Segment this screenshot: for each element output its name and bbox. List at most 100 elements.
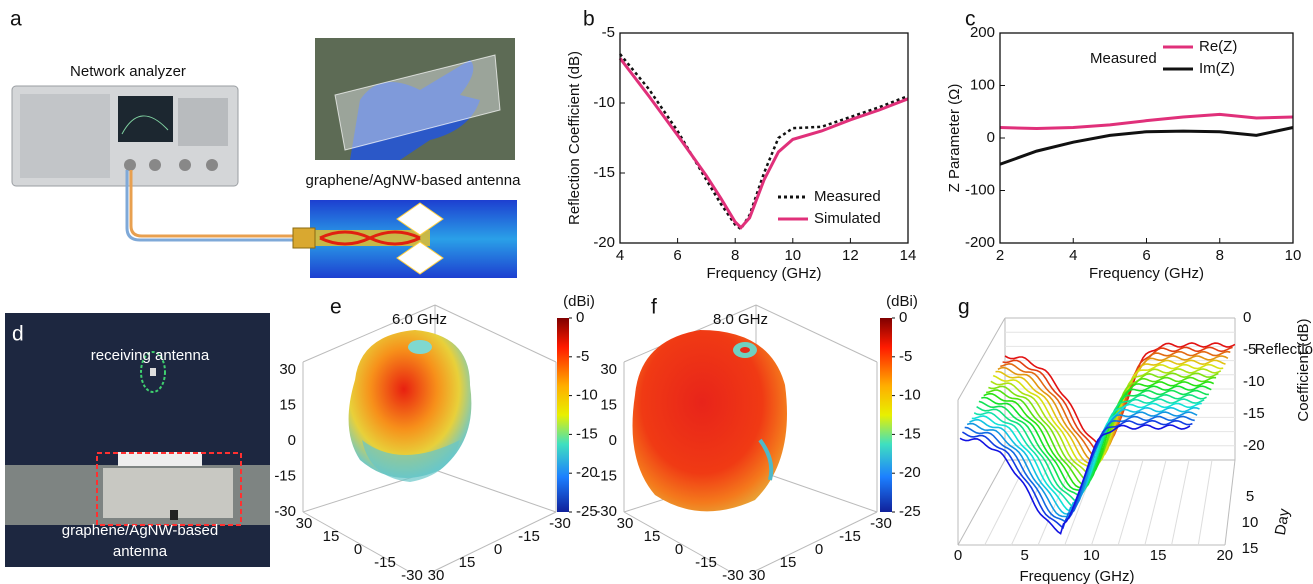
x-tick-label: 0 bbox=[954, 547, 962, 564]
y-axis-label: Day bbox=[1272, 507, 1293, 537]
x-tick-label: 2 bbox=[996, 247, 1004, 264]
box-edge bbox=[957, 317, 1006, 401]
x-tick-label: 6 bbox=[673, 247, 681, 264]
floor-grid bbox=[1144, 459, 1167, 546]
waterfall-curve bbox=[990, 368, 1222, 479]
x-tick-label: 15 bbox=[1150, 547, 1167, 564]
panel-label: e bbox=[330, 296, 342, 319]
screen-trace bbox=[121, 115, 169, 135]
y-axis-label: Reflection Coefficient (dB) bbox=[566, 51, 583, 225]
x-tick-label: 15 bbox=[323, 528, 340, 545]
pattern-shade bbox=[362, 440, 460, 482]
y-tick-label: -200 bbox=[965, 234, 995, 251]
pattern-f bbox=[632, 330, 787, 512]
x-tick-label: 30 bbox=[296, 515, 313, 532]
analyzer-keys bbox=[178, 98, 228, 146]
x-tick-label: 6 bbox=[1142, 247, 1150, 264]
port bbox=[124, 159, 136, 171]
colorbar-tick-label: -5 bbox=[899, 348, 912, 365]
y-tick-label: -5 bbox=[602, 24, 615, 41]
x-tick-label: -15 bbox=[695, 554, 717, 571]
waterfall-curve bbox=[995, 359, 1226, 467]
panel-label: b bbox=[583, 8, 595, 31]
waterfall-curve bbox=[969, 406, 1200, 515]
colorbar-tick-label: -15 bbox=[899, 425, 921, 442]
x-tick-label: -15 bbox=[374, 554, 396, 571]
x-tick-label: 4 bbox=[1069, 247, 1077, 264]
box-edge bbox=[434, 304, 557, 363]
colorbar bbox=[557, 318, 569, 512]
receiver-label: receiving antenna bbox=[91, 347, 210, 364]
series-line bbox=[618, 57, 909, 230]
x-tick-label: -30 bbox=[722, 567, 744, 584]
y-tick-label: 100 bbox=[970, 76, 995, 93]
box-edge bbox=[623, 511, 732, 573]
z-tick-label: 15 bbox=[279, 396, 296, 413]
antenna-patch bbox=[396, 202, 444, 236]
z-tick-label: 30 bbox=[600, 361, 617, 378]
x-tick-label: 10 bbox=[1285, 247, 1302, 264]
z-tick-label: -10 bbox=[1243, 373, 1265, 390]
box-edge bbox=[1224, 459, 1236, 546]
panel-label: d bbox=[12, 323, 24, 346]
antenna-patch bbox=[396, 241, 444, 275]
legend-label: Re(Z) bbox=[1199, 38, 1237, 55]
port bbox=[179, 159, 191, 171]
plot-frame bbox=[999, 32, 1294, 244]
port bbox=[149, 159, 161, 171]
panel-label: c bbox=[965, 8, 976, 31]
y-tick-label: -100 bbox=[965, 181, 995, 198]
x-axis-label: Frequency (GHz) bbox=[706, 265, 821, 282]
box-edge bbox=[755, 304, 878, 363]
feed bbox=[170, 510, 178, 520]
x-tick-label: 12 bbox=[842, 247, 859, 264]
z-tick-label: -15 bbox=[595, 467, 617, 484]
x-tick-label: 5 bbox=[1021, 547, 1029, 564]
y-tick-label: -15 bbox=[839, 528, 861, 545]
panel-a: a Network analyzer graphene/AgNW-based a… bbox=[10, 8, 521, 278]
pattern-shade bbox=[758, 438, 774, 481]
x-tick-label: 30 bbox=[617, 515, 634, 532]
panel-label: a bbox=[10, 8, 22, 31]
receiver-marker bbox=[140, 351, 166, 393]
port bbox=[206, 159, 218, 171]
y-tick-label: 5 bbox=[1246, 488, 1254, 505]
glove bbox=[350, 60, 480, 160]
colorbar-tick-label: -10 bbox=[899, 387, 921, 404]
z-tick-label: -30 bbox=[595, 503, 617, 520]
y-tick-label: 15 bbox=[1242, 540, 1259, 557]
x-tick-label: 4 bbox=[616, 247, 624, 264]
colorbar bbox=[880, 318, 892, 512]
frequency-label: 8.0 GHz bbox=[713, 311, 768, 328]
x-tick-label: 0 bbox=[675, 541, 683, 558]
y-tick-label: 15 bbox=[780, 554, 797, 571]
frequency-label: 6.0 GHz bbox=[392, 311, 447, 328]
y-tick-label: -20 bbox=[593, 234, 615, 251]
colorbar-tick-label: -25 bbox=[576, 503, 598, 520]
colorbar-tick-label: -15 bbox=[576, 425, 598, 442]
y-tick-label: -30 bbox=[549, 515, 571, 532]
floor-grid bbox=[1010, 459, 1052, 546]
z-tick-label: 0 bbox=[1243, 309, 1251, 326]
x-tick-label: 0 bbox=[354, 541, 362, 558]
z-tick-label: -15 bbox=[1243, 405, 1265, 422]
z-axis-label: Coefficient (dB) bbox=[1295, 318, 1312, 421]
x-tick-label: 8 bbox=[731, 247, 739, 264]
colorbar-tick-label: 0 bbox=[576, 309, 584, 326]
connector bbox=[292, 227, 316, 249]
floor-grid bbox=[1197, 459, 1213, 546]
analyzer-screen bbox=[118, 96, 173, 142]
panel-label: f bbox=[651, 296, 657, 319]
floor-grid bbox=[984, 459, 1029, 546]
x-axis-label: Frequency (GHz) bbox=[1019, 568, 1134, 584]
colorbar-tick-label: -20 bbox=[899, 464, 921, 481]
cable bbox=[129, 170, 300, 238]
glass-sample bbox=[334, 54, 501, 151]
colorbar-unit: (dBi) bbox=[886, 293, 918, 310]
waterfall-curve bbox=[966, 411, 1198, 518]
z-tick-label: -30 bbox=[274, 503, 296, 520]
y-tick-label: 15 bbox=[459, 554, 476, 571]
colorbar-tick-label: -5 bbox=[576, 348, 589, 365]
waterfall-curve bbox=[981, 385, 1212, 492]
x-tick-label: 15 bbox=[644, 528, 661, 545]
